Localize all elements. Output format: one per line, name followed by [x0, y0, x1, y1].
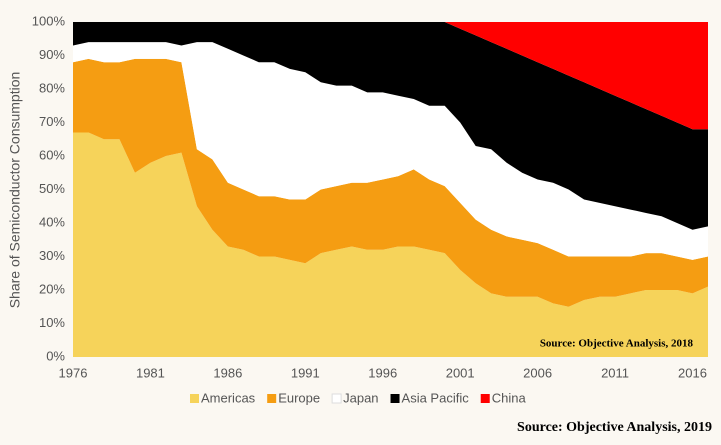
legend-marker — [190, 394, 199, 403]
y-tick-label: 20% — [39, 281, 65, 296]
legend-marker — [331, 393, 342, 404]
y-tick-label: 10% — [39, 315, 65, 330]
y-tick-label: 30% — [39, 248, 65, 263]
area — [73, 22, 708, 230]
y-tick-label: 90% — [39, 47, 65, 62]
y-axis-label: Share of Semiconductor Consumption — [7, 72, 23, 309]
area — [73, 22, 708, 130]
area — [73, 58, 708, 307]
y-tick-label: 70% — [39, 114, 65, 129]
x-tick-label: 1981 — [136, 365, 165, 380]
y-tick-label: 50% — [39, 181, 65, 196]
x-tick-label: 1986 — [213, 365, 242, 380]
x-tick-label: 1976 — [59, 365, 88, 380]
legend-label: Europe — [278, 390, 320, 405]
area — [73, 42, 708, 260]
legend-marker — [480, 394, 490, 403]
y-tick-label: 60% — [39, 147, 65, 162]
y-tick-label: 100% — [32, 13, 66, 28]
annotation: Source: Objective Analysis, 2018 — [540, 338, 694, 350]
area — [73, 132, 708, 357]
legend-marker — [267, 394, 277, 403]
x-tick-label: 1991 — [291, 365, 320, 380]
x-tick-label: 2016 — [678, 365, 707, 380]
y-tick-label: 0% — [46, 348, 65, 363]
y-tick-label: 80% — [39, 80, 65, 95]
y-tick-label: 40% — [39, 214, 65, 229]
legend-label: Japan — [343, 390, 378, 405]
x-tick-label: 2001 — [446, 365, 475, 380]
x-tick-label: 2011 — [601, 365, 629, 380]
legend-label: China — [492, 390, 527, 405]
source: Source: Objective Analysis, 2019 — [517, 420, 712, 435]
legend-marker — [390, 394, 400, 403]
legend-label: Asia Pacific — [402, 390, 470, 405]
x-tick-label: 1996 — [368, 365, 397, 380]
x-tick-label: 2006 — [523, 365, 552, 380]
legend-label: Americas — [201, 390, 256, 405]
